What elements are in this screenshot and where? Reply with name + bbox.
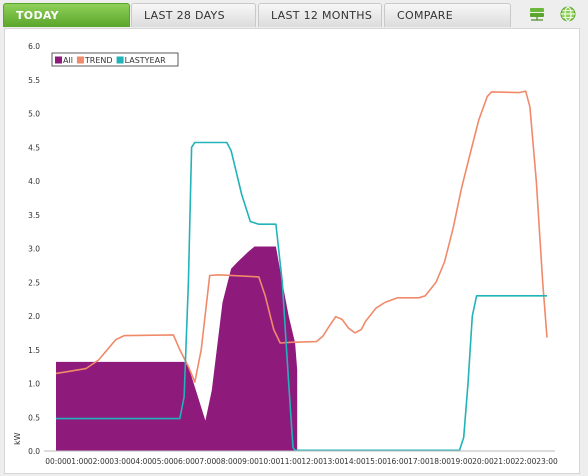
x-tick-label: 19:00 — [451, 457, 473, 466]
x-tick-label: 05:00 — [152, 457, 174, 466]
x-tick-label: 03:00 — [109, 457, 131, 466]
x-tick-label: 13:00 — [323, 457, 345, 466]
tab-compare[interactable]: COMPARE — [384, 3, 511, 27]
x-tick-label: 04:00 — [131, 457, 153, 466]
y-tick-label: 4.0 — [28, 177, 40, 186]
globe-icon[interactable] — [559, 5, 577, 23]
y-tick-label: 5.0 — [28, 110, 40, 119]
x-tick-label: 10:00 — [259, 457, 281, 466]
series-all-area — [56, 246, 298, 451]
x-tick-label: 20:00 — [472, 457, 494, 466]
legend-label-trend: TREND — [84, 56, 113, 65]
x-tick-label: 11:00 — [280, 457, 302, 466]
chart-legend: All TREND LASTYEAR — [51, 52, 179, 67]
series-trend-line — [55, 90, 548, 383]
legend-label-all: All — [63, 56, 73, 65]
x-tick-label: 15:00 — [365, 457, 387, 466]
y-tick-label: 2.0 — [28, 312, 40, 321]
tab-bar: TODAY LAST 28 DAYS LAST 12 MONTHS COMPAR… — [0, 0, 588, 30]
tab-last-28-days[interactable]: LAST 28 DAYS — [131, 3, 256, 27]
x-tick-label: 09:00 — [237, 457, 259, 466]
series-lastyear-line — [56, 141, 547, 452]
legend-swatch-trend — [76, 56, 84, 64]
y-tick-label: 1.0 — [28, 380, 40, 389]
x-tick-label: 02:00 — [88, 457, 110, 466]
x-tick-label: 18:00 — [429, 457, 451, 466]
x-tick-label: 23:00 — [536, 457, 558, 466]
y-tick-label: 0.5 — [28, 413, 40, 422]
x-tick-label: 21:00 — [493, 457, 515, 466]
x-tick-label: 22:00 — [515, 457, 537, 466]
tab-last-12-months[interactable]: LAST 12 MONTHS — [258, 3, 382, 27]
x-tick-label: 14:00 — [344, 457, 366, 466]
y-tick-label: 2.5 — [28, 278, 40, 287]
y-tick-label: 6.0 — [28, 42, 40, 51]
y-tick-label: 3.0 — [28, 245, 40, 254]
x-tick-label: 07:00 — [195, 457, 217, 466]
x-tick-label: 01:00 — [67, 457, 89, 466]
y-tick-label: 5.5 — [28, 76, 40, 85]
x-tick-label: 12:00 — [301, 457, 323, 466]
y-tick-label: 0.0 — [28, 447, 40, 456]
x-tick-label: 08:00 — [216, 457, 238, 466]
legend-label-lastyear: LASTYEAR — [125, 56, 166, 65]
x-tick-label: 00:00 — [45, 457, 67, 466]
tab-today[interactable]: TODAY — [3, 3, 130, 27]
network-grid-icon[interactable] — [528, 5, 546, 23]
y-tick-label: 4.5 — [28, 143, 40, 152]
y-tick-label: 1.5 — [28, 346, 40, 355]
legend-swatch-lastyear — [116, 56, 124, 64]
y-tick-label: 3.5 — [28, 211, 40, 220]
x-tick-label: 17:00 — [408, 457, 430, 466]
legend-swatch-all — [55, 56, 62, 64]
x-tick-label: 16:00 — [387, 457, 409, 466]
x-tick-label: 06:00 — [173, 457, 195, 466]
y-axis-label: kW — [13, 432, 22, 445]
